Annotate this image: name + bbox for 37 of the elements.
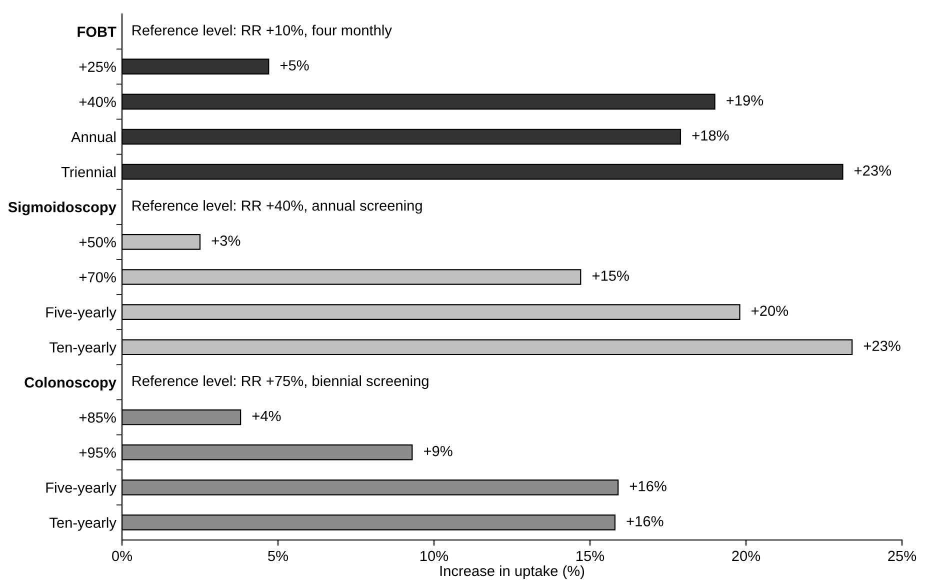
y-tick-label: +50% — [79, 237, 116, 248]
x-tick-label: 20% — [732, 550, 760, 562]
data-label: +16% — [626, 516, 664, 526]
y-tick-label: +25% — [79, 62, 116, 72]
y-tick-label: +85% — [79, 412, 116, 423]
x-tick-label: 15% — [576, 550, 604, 562]
data-label: +23% — [864, 340, 900, 352]
annotation: Reference level: RR +75%, biennial screening — [132, 375, 428, 389]
x-tick-label: 5% — [268, 550, 288, 562]
data-label: +15% — [592, 270, 629, 281]
y-tick-label: Ten-yearly — [50, 517, 116, 531]
y-tick-label: Five-yearly — [46, 306, 116, 320]
y-tick-label: Colonoscopy — [24, 376, 116, 391]
data-label: +5% — [280, 60, 309, 71]
annotation: Reference level: RR +10%, four monthly — [132, 24, 392, 38]
data-label: +20% — [752, 306, 788, 316]
y-tick-label: +95% — [79, 447, 116, 458]
y-tick-label: Annual — [71, 131, 116, 142]
y-tick-label: +40% — [79, 96, 116, 108]
data-label: +19% — [726, 95, 764, 106]
x-tick-label: 0% — [112, 550, 132, 562]
y-tick-label: Triennial — [61, 166, 116, 178]
x-axis-title: Increase in uptake (%) — [440, 565, 584, 579]
annotation: Reference level: RR +40%, annual screening — [132, 200, 422, 214]
y-tick-label: FOBT — [78, 26, 116, 37]
x-tick-label: 10% — [420, 550, 448, 562]
data-label: +4% — [252, 410, 281, 422]
data-label: +9% — [424, 446, 452, 456]
y-tick-label: Ten-yearly — [50, 342, 116, 356]
data-label: +23% — [854, 165, 892, 176]
data-label: +16% — [630, 480, 666, 492]
data-label: +3% — [212, 236, 240, 246]
data-label: +18% — [692, 130, 729, 141]
y-tick-label: Five-yearly — [46, 482, 116, 496]
x-tick-label: 25% — [888, 550, 916, 562]
y-tick-label: Sigmoidoscopy — [8, 202, 116, 216]
y-tick-label: +70% — [79, 272, 116, 282]
